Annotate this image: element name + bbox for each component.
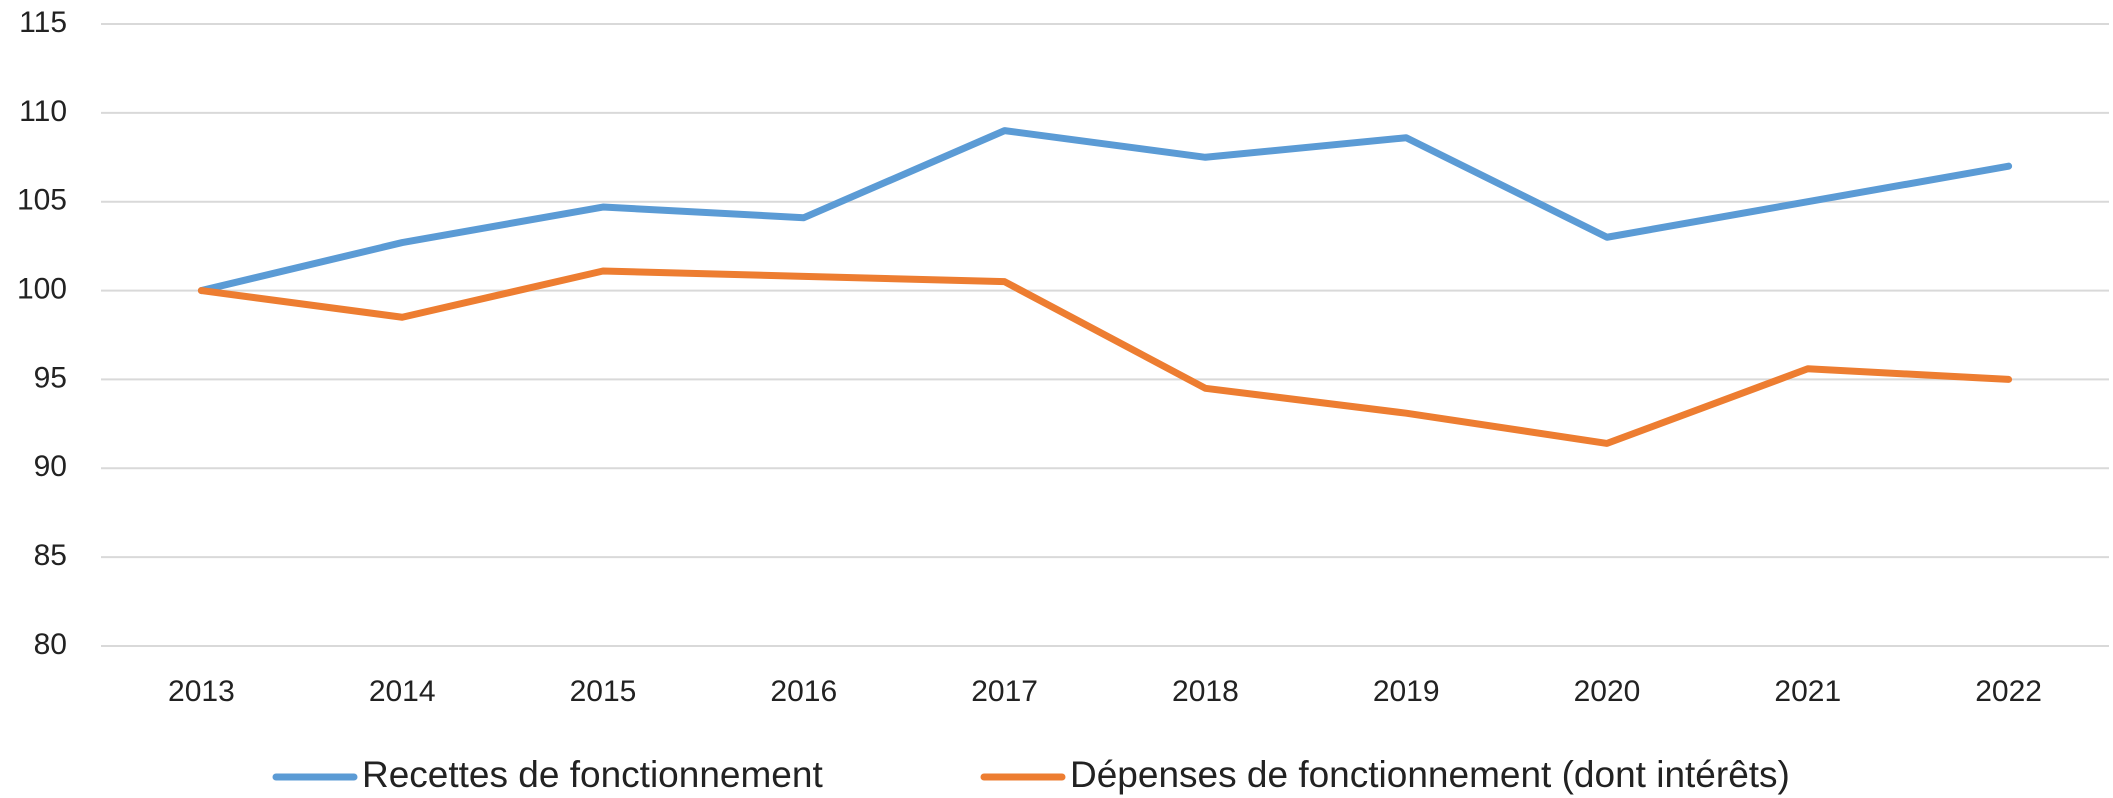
y-tick-label: 105 (17, 184, 67, 217)
y-tick-label: 110 (19, 95, 67, 128)
legend-label: Dépenses de fonctionnement (dont intérêt… (1070, 754, 1790, 795)
x-tick-label: 2015 (570, 675, 637, 708)
series-line (197, 267, 2013, 447)
y-tick-label: 100 (17, 272, 67, 305)
x-tick-label: 2022 (1975, 675, 2042, 708)
y-tick-label: 80 (34, 628, 67, 661)
y-tick-label: 85 (34, 539, 67, 572)
legend-label: Recettes de fonctionnement (362, 754, 823, 795)
x-tick-label: 2019 (1373, 675, 1440, 708)
x-tick-label: 2017 (971, 675, 1038, 708)
y-tick-label: 95 (34, 361, 67, 394)
x-tick-label: 2018 (1172, 675, 1239, 708)
series-line (197, 127, 2013, 295)
x-tick-label: 2021 (1774, 675, 1841, 708)
y-tick-label: 90 (34, 450, 67, 483)
x-tick-label: 2014 (369, 675, 436, 708)
x-tick-label: 2013 (168, 675, 235, 708)
y-tick-label: 115 (19, 6, 67, 39)
x-tick-label: 2016 (770, 675, 837, 708)
x-tick-label: 2020 (1574, 675, 1641, 708)
